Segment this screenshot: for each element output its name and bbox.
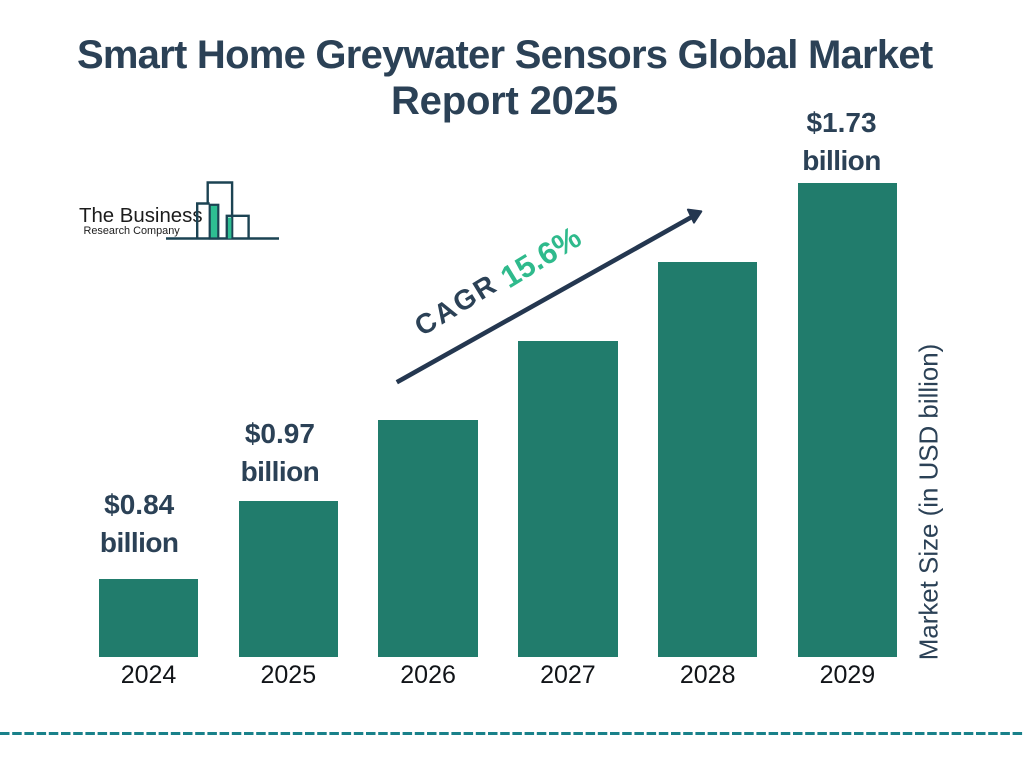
svg-text:CAGR15.6%: CAGR15.6%: [409, 218, 587, 347]
